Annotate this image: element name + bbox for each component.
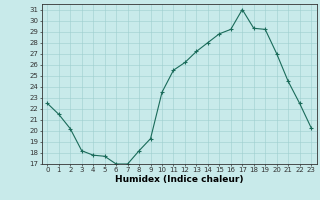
X-axis label: Humidex (Indice chaleur): Humidex (Indice chaleur) xyxy=(115,175,244,184)
